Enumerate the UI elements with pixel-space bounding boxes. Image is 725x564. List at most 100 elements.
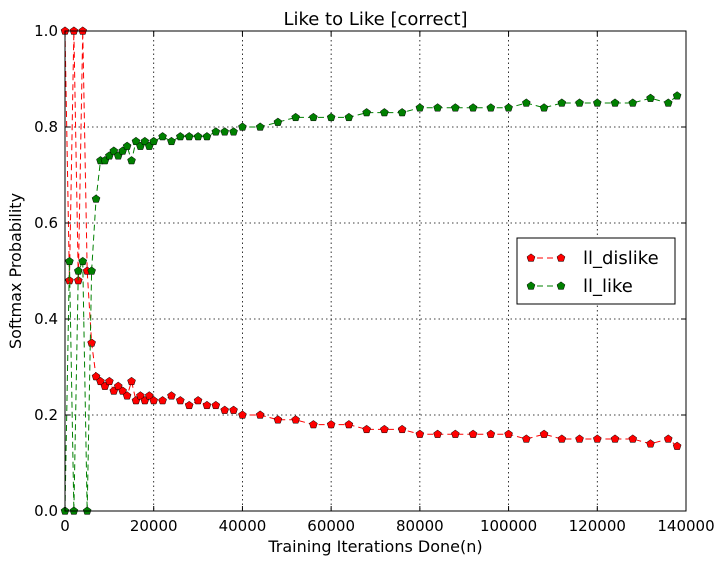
legend-item: ll_like [526,276,633,297]
data-point [131,136,141,146]
data-point [380,424,389,434]
data-point [451,103,460,112]
data-point [105,376,114,386]
data-point [522,434,531,443]
data-point [628,434,638,443]
data-point [663,98,673,107]
data-point [433,103,442,112]
data-point [65,256,74,266]
data-point [238,122,247,131]
data-point [291,415,300,424]
data-point [176,132,185,141]
data-point [326,112,336,122]
data-point [193,132,203,141]
y-tick-label: 0.0 [34,502,58,520]
data-point [539,103,549,112]
data-point [255,410,265,419]
data-point [229,405,238,414]
data-point [91,194,101,203]
data-point [610,98,620,107]
data-point [628,98,638,107]
series-ll-like [60,91,682,515]
x-tick-label: 120000 [569,517,626,535]
data-point [273,117,283,126]
data-point [646,93,655,102]
data-point [557,98,567,107]
data-point [193,396,203,405]
data-point [184,132,194,141]
data-point [575,434,584,443]
legend-marker [526,253,536,262]
data-point [184,400,194,410]
y-tick-label: 0.4 [34,310,58,328]
data-point [415,103,425,112]
x-tick-label: 100000 [480,517,537,535]
data-point [149,396,159,405]
data-point [504,429,513,438]
data-point [211,127,221,136]
y-tick-label: 1.0 [34,22,58,40]
data-point [557,434,567,443]
x-tick-label: 0 [60,517,70,535]
x-tick-label: 20000 [130,517,178,535]
data-point [202,400,212,410]
data-point [672,441,682,450]
data-point [118,386,127,395]
data-point [344,112,354,122]
series-layer [60,26,682,515]
data-point [255,122,265,131]
data-point [78,256,88,266]
y-tick-label: 0.2 [34,406,58,424]
data-point [672,91,682,100]
data-point [238,410,247,419]
data-point [113,381,123,390]
data-point [158,132,167,141]
data-point [87,266,96,275]
legend-marker [556,253,566,262]
data-point [91,372,101,381]
data-point [122,141,132,150]
data-point [504,103,513,112]
x-tick-label: 140000 [657,517,714,535]
data-point [220,127,229,136]
data-point [158,396,167,405]
legend-marker [556,281,566,290]
legend-label: ll_like [583,276,633,297]
axes [64,30,687,512]
y-tick-label: 0.8 [34,118,58,136]
data-point [451,429,460,438]
data-point [326,420,336,429]
data-point [486,103,496,112]
data-point [433,429,442,438]
data-point [362,424,371,434]
plot-frame [64,30,687,512]
data-point [167,136,176,146]
data-point [575,98,584,107]
data-point [468,103,478,112]
data-point [202,132,212,141]
data-point [136,391,145,400]
data-point [140,136,150,146]
legend-marker [526,281,536,290]
x-tick-label: 80000 [396,517,444,535]
data-point [109,146,119,155]
data-point [362,108,371,117]
x-tick-label: 40000 [219,517,267,535]
x-tick-label: 60000 [307,517,355,535]
y-axis-title: Softmax Probability [6,193,25,349]
chart-title: Like to Like [correct] [283,9,467,30]
data-point [468,429,478,438]
data-point [229,127,238,136]
data-point [87,338,96,347]
data-point [344,420,354,429]
y-tick-label: 0.6 [34,214,58,232]
data-point [167,391,176,400]
data-point [397,108,407,117]
data-point [220,405,229,414]
data-point [610,434,620,443]
data-point [96,376,105,386]
data-point [309,112,318,122]
data-point [273,415,283,424]
data-point [397,424,407,434]
